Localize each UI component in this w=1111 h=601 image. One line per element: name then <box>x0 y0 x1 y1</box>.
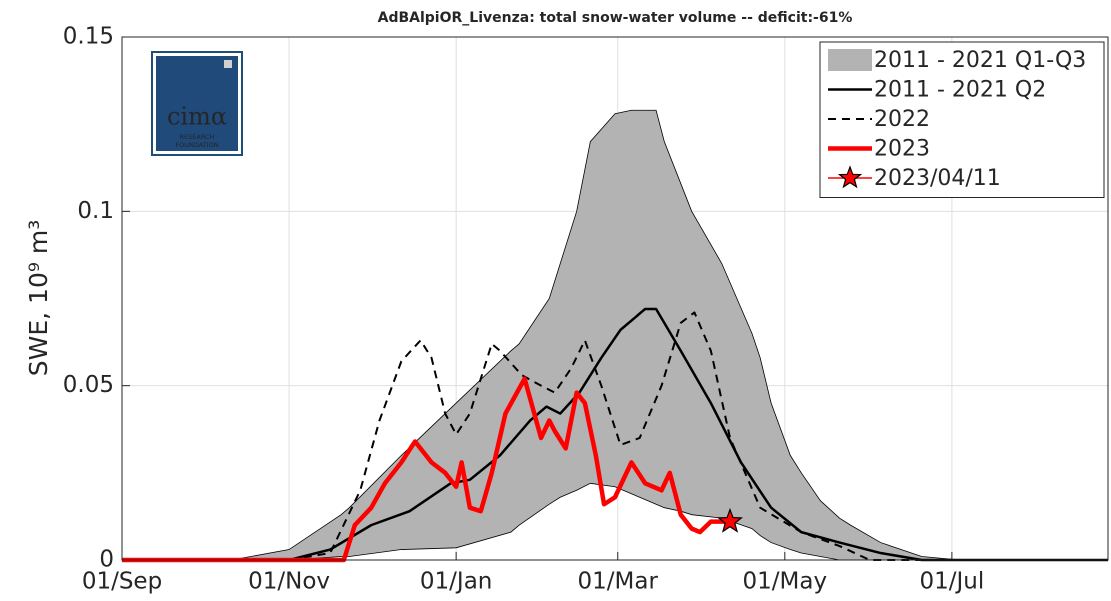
logo-line2: FOUNDATION <box>175 141 218 149</box>
legend-label: 2011 - 2021 Q2 <box>874 78 1046 103</box>
x-tick-label: 01/Sep <box>82 569 162 595</box>
series-line <box>122 376 731 563</box>
y-tick-label: 0 <box>99 547 114 573</box>
legend-star <box>837 165 863 189</box>
iqr-band <box>122 109 1108 561</box>
legend-label: 2023 <box>874 137 930 162</box>
x-tick-label: 01/Nov <box>248 569 330 595</box>
y-tick-label: 0.1 <box>77 198 114 224</box>
y-axis-label: SWE, 10⁹ m³ <box>24 220 53 376</box>
plot-frame <box>121 36 1109 561</box>
series-line <box>122 311 1108 561</box>
legend-label: 2022 <box>874 107 930 132</box>
legend-label: 2023/04/11 <box>874 166 1001 191</box>
logo-block <box>156 56 238 151</box>
chart-title: AdBAlpiOR_Livenza: total snow-water volu… <box>378 10 853 26</box>
x-tick-label: 01/Mar <box>578 569 659 595</box>
point-marker <box>716 507 744 533</box>
legend-swatch <box>828 49 872 71</box>
y-tick-label: 0.05 <box>63 372 114 398</box>
legend-label: 2011 - 2021 Q1-Q3 <box>874 48 1086 73</box>
x-tick-label: 01/May <box>743 569 828 595</box>
logo-square <box>224 60 232 68</box>
x-tick-label: 01/Jul <box>919 569 984 595</box>
y-tick-label: 0.15 <box>63 24 114 50</box>
x-tick-label: 01/Jan <box>420 569 492 595</box>
logo-name: cimα <box>167 103 227 131</box>
logo-line1: RESEARCH <box>180 133 215 141</box>
